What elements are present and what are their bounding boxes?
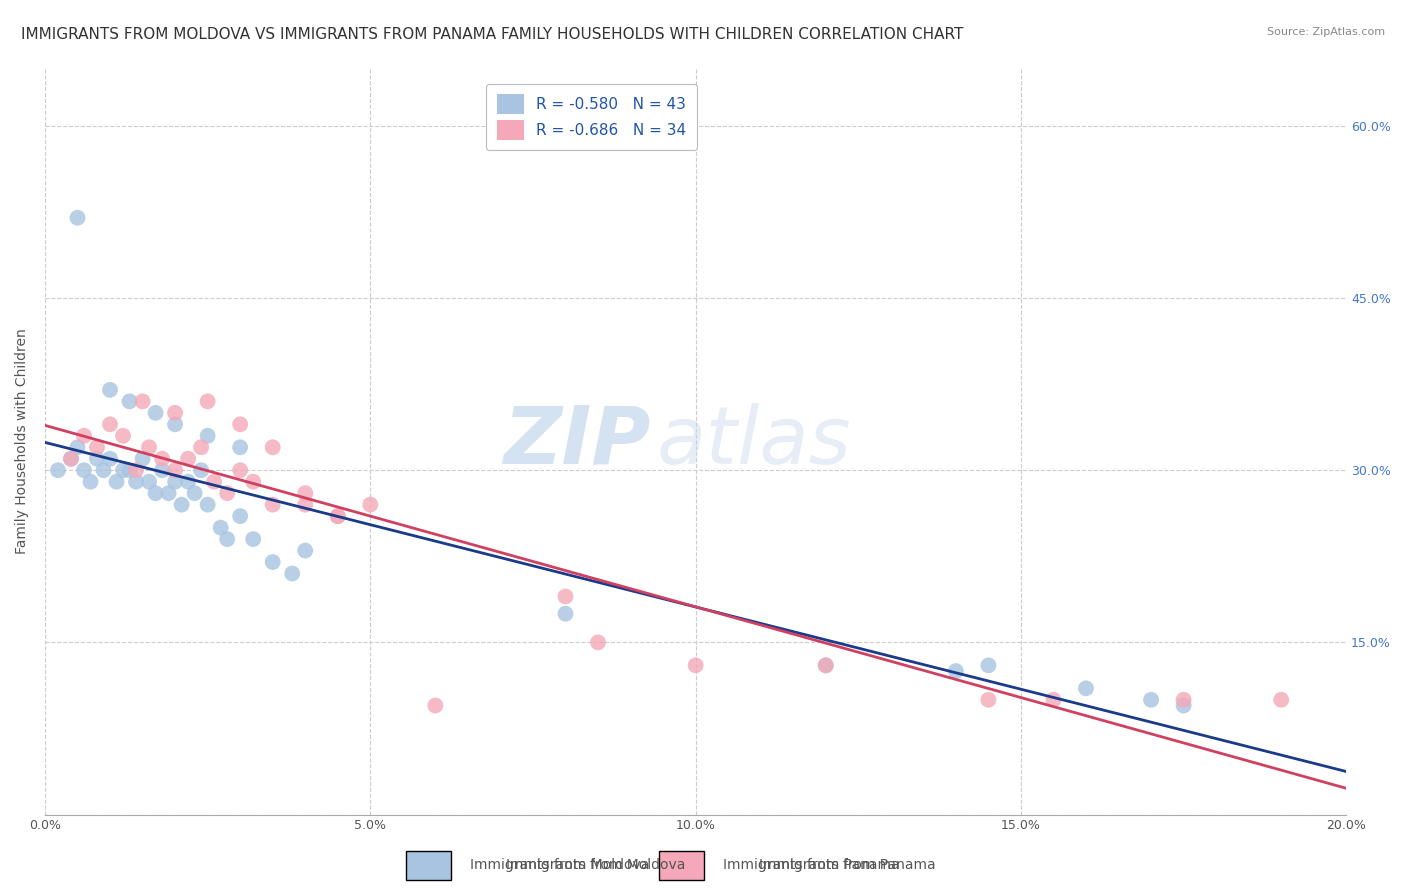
Point [229, 440, 252, 454]
Point [190, 440, 212, 454]
Point [145, 406, 167, 420]
Point [294, 543, 316, 558]
Point [105, 475, 128, 489]
Point [165, 475, 187, 489]
Point [229, 509, 252, 524]
Point [138, 440, 160, 454]
Point [281, 566, 304, 581]
Legend: R = -0.580   N = 43, R = -0.686   N = 34: R = -0.580 N = 43, R = -0.686 N = 34 [486, 84, 697, 151]
Point [46, 463, 69, 477]
Text: Source: ZipAtlas.com: Source: ZipAtlas.com [1267, 27, 1385, 37]
Point [93, 463, 115, 477]
Point [66, 440, 89, 454]
Point [197, 498, 219, 512]
Text: Immigrants from Moldova: Immigrants from Moldova [470, 858, 650, 872]
FancyBboxPatch shape [406, 851, 451, 880]
Point [118, 394, 141, 409]
Point [1173, 692, 1195, 706]
Text: Immigrants from Moldova: Immigrants from Moldova [506, 858, 686, 872]
Point [814, 658, 837, 673]
Point [73, 463, 96, 477]
Point [1173, 698, 1195, 713]
Point [66, 211, 89, 225]
Point [197, 429, 219, 443]
Text: ZIP: ZIP [503, 402, 650, 481]
Point [118, 463, 141, 477]
Point [586, 635, 609, 649]
Point [190, 463, 212, 477]
Point [554, 607, 576, 621]
Point [326, 509, 349, 524]
Point [242, 475, 264, 489]
Point [554, 590, 576, 604]
Y-axis label: Family Households with Children: Family Households with Children [15, 328, 30, 555]
Point [145, 486, 167, 500]
Point [217, 486, 239, 500]
FancyBboxPatch shape [659, 851, 704, 880]
Point [1270, 692, 1292, 706]
Point [177, 475, 200, 489]
Point [112, 429, 135, 443]
Point [125, 463, 148, 477]
Point [73, 429, 96, 443]
Point [170, 498, 193, 512]
Point [197, 394, 219, 409]
Point [262, 555, 284, 569]
Point [1140, 692, 1163, 706]
Point [685, 658, 707, 673]
Point [86, 451, 108, 466]
Point [112, 463, 135, 477]
Point [217, 532, 239, 546]
Point [1074, 681, 1097, 696]
Point [165, 417, 187, 432]
Text: IMMIGRANTS FROM MOLDOVA VS IMMIGRANTS FROM PANAMA FAMILY HOUSEHOLDS WITH CHILDRE: IMMIGRANTS FROM MOLDOVA VS IMMIGRANTS FR… [21, 27, 963, 42]
Point [359, 498, 381, 512]
Point [209, 520, 232, 534]
Point [125, 475, 148, 489]
Point [294, 486, 316, 500]
Point [150, 463, 173, 477]
Point [183, 486, 205, 500]
Point [131, 451, 153, 466]
Point [242, 532, 264, 546]
Point [59, 451, 82, 466]
Text: Immigrants from Panama: Immigrants from Panama [723, 858, 900, 872]
Point [202, 475, 225, 489]
Point [229, 463, 252, 477]
Point [425, 698, 447, 713]
Point [59, 451, 82, 466]
Point [98, 383, 121, 397]
Point [86, 440, 108, 454]
Point [177, 451, 200, 466]
Point [294, 498, 316, 512]
Point [98, 451, 121, 466]
Point [1042, 692, 1064, 706]
Point [138, 475, 160, 489]
Point [131, 394, 153, 409]
Point [229, 417, 252, 432]
Point [977, 658, 1000, 673]
Point [262, 440, 284, 454]
Text: Immigrants from Panama: Immigrants from Panama [759, 858, 936, 872]
Point [157, 486, 180, 500]
Point [326, 509, 349, 524]
Point [945, 664, 967, 678]
Point [165, 406, 187, 420]
Point [150, 451, 173, 466]
Point [262, 498, 284, 512]
Point [977, 692, 1000, 706]
Point [79, 475, 101, 489]
Point [165, 463, 187, 477]
Point [98, 417, 121, 432]
Text: atlas: atlas [657, 402, 851, 481]
Point [814, 658, 837, 673]
